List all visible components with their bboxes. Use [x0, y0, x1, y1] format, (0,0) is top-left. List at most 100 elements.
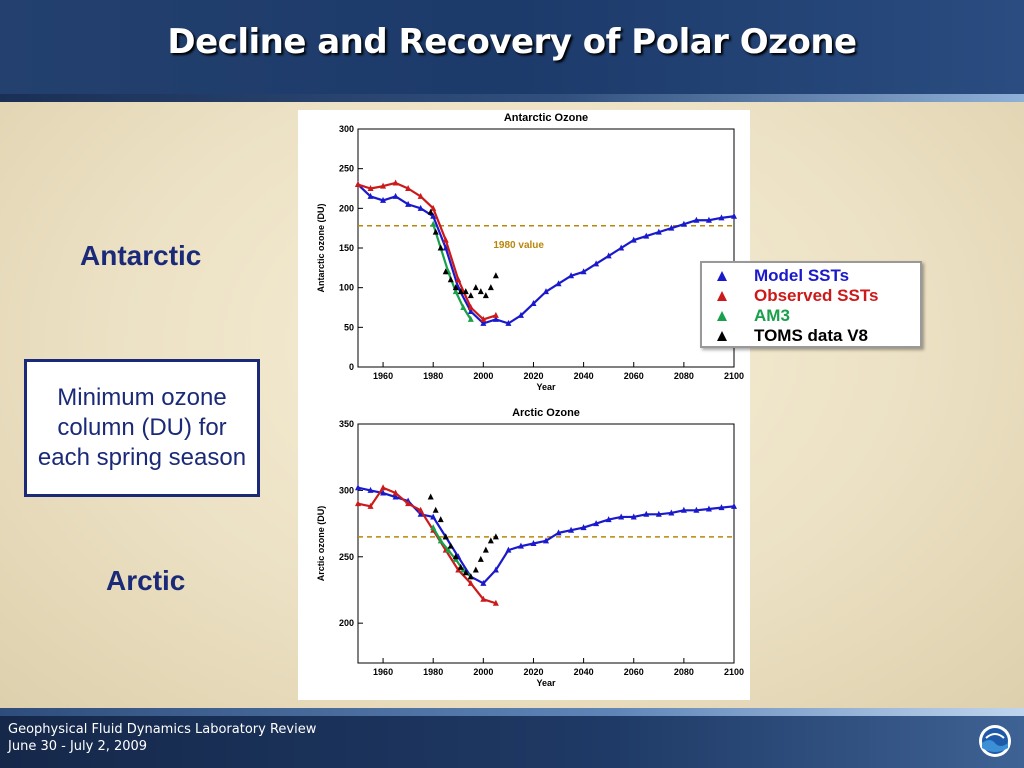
data-point: [492, 272, 499, 279]
legend-label: Observed SSTs: [754, 286, 879, 305]
data-point: [482, 292, 489, 299]
data-point: [367, 192, 374, 199]
data-point: [380, 182, 387, 189]
data-point: [605, 516, 612, 523]
data-point: [432, 228, 439, 235]
data-point: [731, 502, 737, 509]
y-tick-label: 350: [339, 419, 354, 429]
data-point: [517, 311, 524, 318]
legend-item-toms: TOMS data V8: [716, 326, 868, 346]
data-point: [467, 307, 474, 314]
footer-date: June 30 - July 2, 2009: [8, 739, 148, 754]
data-point: [442, 533, 449, 540]
data-point: [467, 573, 474, 580]
series-line: [432, 223, 472, 320]
data-point: [367, 486, 374, 493]
data-point: [355, 500, 361, 507]
x-tick-label: 2100: [724, 371, 744, 381]
data-point: [543, 288, 549, 295]
legend-label: TOMS data V8: [754, 326, 868, 345]
x-tick-label: 2040: [574, 667, 594, 677]
data-point: [580, 524, 587, 531]
data-point: [568, 272, 575, 279]
data-point: [367, 185, 374, 191]
chart-panel: Antarctic Ozone 1960 1980 2000 2020 2040 2060 2…: [298, 110, 750, 700]
data-point: [543, 537, 549, 544]
data-point: [555, 529, 562, 536]
data-point: [355, 484, 361, 491]
footer-title: Geophysical Fluid Dynamics Laboratory Re…: [8, 722, 317, 737]
data-point: [467, 292, 474, 299]
data-point: [417, 510, 424, 517]
x-tick-label: 2060: [624, 667, 644, 677]
y-axis-label: Antarctic ozone (DU): [316, 203, 326, 292]
x-tick-label: 1960: [373, 667, 393, 677]
series-line: [357, 181, 497, 321]
data-point: [467, 304, 474, 310]
antarctic-label: Antarctic: [80, 240, 202, 271]
data-point: [437, 516, 444, 523]
x-tick-label: 2040: [574, 371, 594, 381]
data-point: [452, 553, 459, 560]
data-point: [593, 260, 600, 267]
x-tick-label: 2100: [724, 667, 744, 677]
data-point: [731, 212, 737, 219]
series-line: [357, 486, 497, 605]
data-point: [487, 537, 494, 544]
data-point: [467, 579, 474, 586]
data-point: [405, 185, 412, 191]
data-point: [555, 280, 562, 287]
triangle-marker-icon: [717, 291, 727, 301]
data-point: [445, 546, 452, 553]
data-point: [655, 510, 662, 517]
data-point: [480, 595, 487, 602]
data-point: [492, 566, 499, 573]
y-tick-label: 250: [339, 164, 354, 174]
triangle-marker-icon: [717, 331, 727, 341]
y-tick-label: 100: [339, 283, 354, 293]
data-point: [392, 493, 399, 500]
data-point: [392, 489, 399, 496]
data-point: [447, 276, 454, 283]
series-line: [357, 183, 735, 325]
data-point: [405, 500, 412, 507]
data-point: [705, 505, 712, 512]
data-point: [417, 192, 424, 199]
data-point: [430, 220, 437, 227]
data-point: [462, 569, 469, 576]
x-tick-label: 2000: [473, 667, 493, 677]
data-point: [477, 555, 484, 562]
data-point: [680, 220, 687, 227]
data-point: [492, 315, 499, 322]
data-point: [477, 288, 484, 295]
data-point: [430, 204, 437, 211]
data-point: [480, 579, 487, 586]
x-tick-label: 2080: [674, 667, 694, 677]
plot-frame: [357, 423, 735, 664]
data-point: [430, 524, 437, 531]
legend-item-observed-ssts: Observed SSTs: [716, 286, 878, 306]
y-tick-label: 250: [339, 552, 354, 562]
chart-title: Arctic Ozone: [512, 407, 580, 419]
triangle-marker-icon: [717, 271, 727, 281]
data-point: [462, 288, 469, 295]
data-point: [432, 506, 439, 513]
x-tick-label: 1980: [423, 667, 443, 677]
data-point: [452, 284, 459, 291]
data-point: [427, 493, 434, 500]
data-point: [482, 546, 489, 553]
data-point: [392, 192, 399, 199]
data-point: [630, 236, 637, 243]
y-tick-label: 0: [349, 362, 354, 372]
data-point: [605, 252, 612, 259]
data-point: [668, 224, 675, 231]
data-point: [517, 542, 524, 549]
legend-item-model-ssts: Model SSTs: [716, 266, 849, 286]
data-point: [487, 284, 494, 291]
data-point: [442, 244, 449, 251]
arctic-label: Arctic: [106, 565, 186, 596]
title-stripe: [0, 94, 1024, 102]
chart-title: Antarctic Ozone: [504, 112, 588, 124]
x-tick-label: 2020: [523, 667, 543, 677]
data-point: [618, 513, 625, 520]
